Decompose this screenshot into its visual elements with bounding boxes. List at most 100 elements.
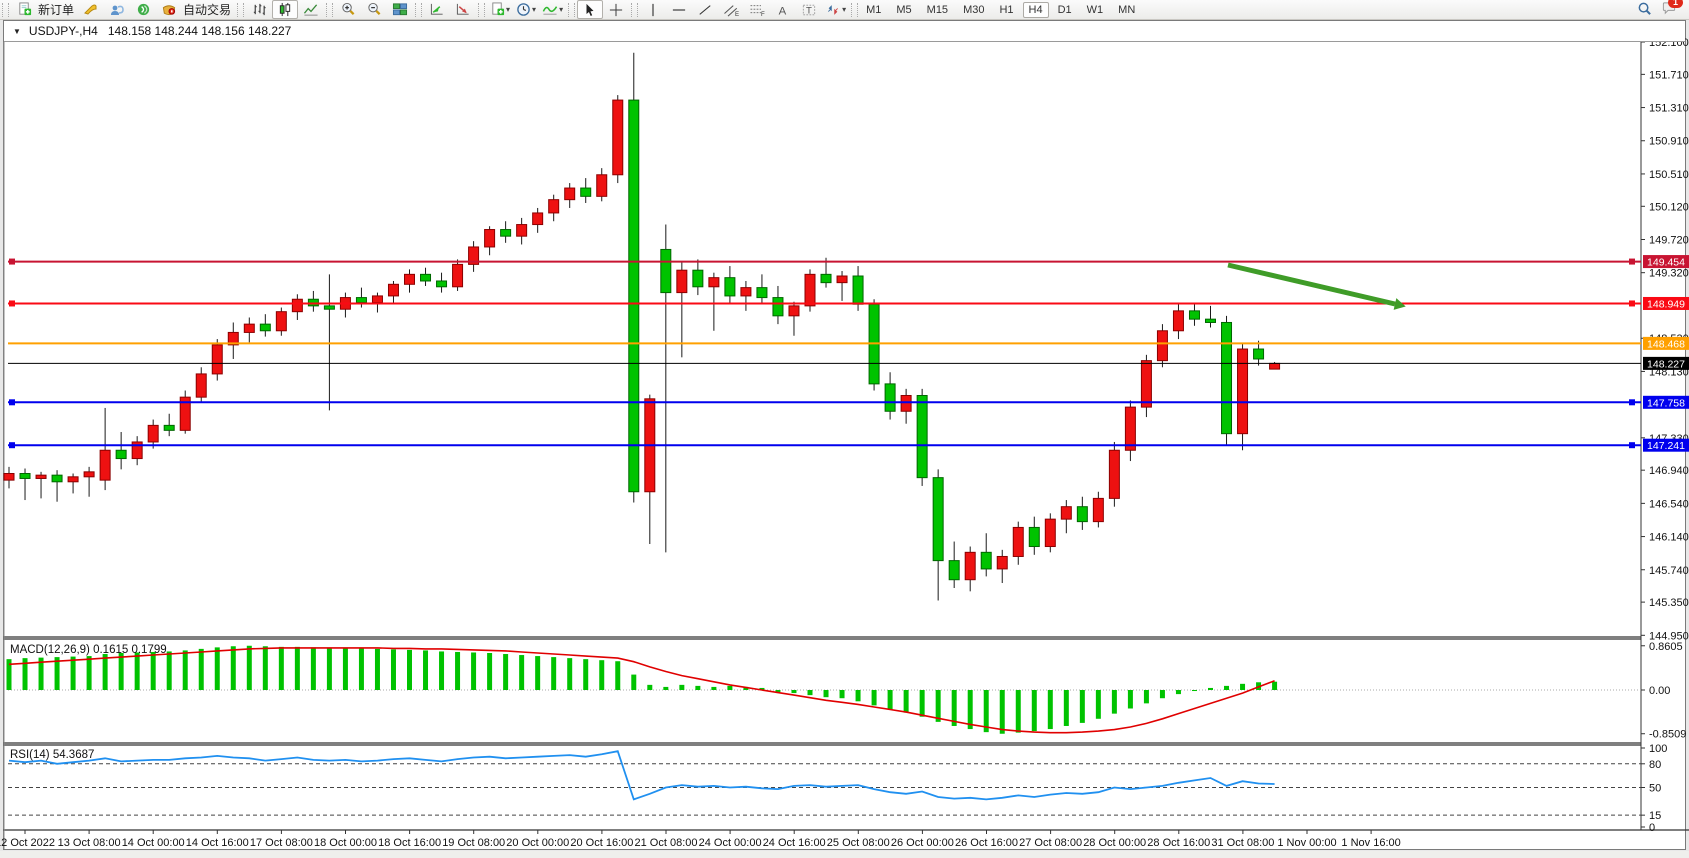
toolbar-grip[interactable] <box>568 2 576 17</box>
price-tick-label: 144.950 <box>1649 630 1689 642</box>
candle <box>452 263 464 288</box>
text-button[interactable]: A <box>770 0 796 19</box>
candle <box>1076 506 1088 523</box>
zoom-out-button[interactable] <box>361 0 387 19</box>
timeframe-d1-button[interactable]: D1 <box>1057 3 1072 16</box>
notification-badge: 1 <box>1668 0 1683 8</box>
timeframe-w1-button[interactable]: W1 <box>1086 3 1104 16</box>
periods-button[interactable]: ▾ <box>513 0 539 19</box>
toolbar-grip[interactable] <box>478 2 486 17</box>
candle <box>67 476 79 483</box>
line-handle[interactable] <box>9 300 15 307</box>
candle <box>468 246 480 265</box>
candle <box>564 187 576 201</box>
price-label-box <box>1643 336 1689 350</box>
bar-chart-button[interactable] <box>246 0 272 19</box>
timeframe-mn-button[interactable]: MN <box>1118 3 1136 16</box>
timeframe-m15-button[interactable]: M15 <box>926 3 949 16</box>
chart-ohlc-values: 148.158 148.244 148.156 148.227 <box>107 24 292 38</box>
fibonacci-button[interactable]: F <box>744 0 770 19</box>
crosshair-icon <box>609 3 623 16</box>
candle <box>275 311 287 332</box>
crosshair-button[interactable] <box>603 0 629 19</box>
equidistant-channel-button[interactable]: E <box>718 0 744 19</box>
window-menu-icon[interactable]: ▼ <box>13 26 21 36</box>
candle <box>115 449 127 460</box>
candle <box>404 273 415 285</box>
line-handle[interactable] <box>1629 258 1635 265</box>
search-button[interactable] <box>1631 0 1657 19</box>
toolbar-grip[interactable] <box>851 2 859 17</box>
new-template-button[interactable]: ▾ <box>487 0 513 19</box>
zoom-in-button[interactable] <box>335 0 361 19</box>
arrows-icon <box>828 4 839 15</box>
timeframe-m1-button[interactable]: M1 <box>866 3 882 16</box>
arrows-button[interactable]: ▾ <box>822 0 849 19</box>
line-handle[interactable] <box>1629 442 1635 449</box>
chart-window <box>3 20 1686 850</box>
trendline-button[interactable] <box>692 0 718 19</box>
text-label-icon: T <box>802 4 816 16</box>
clock-icon <box>517 3 530 16</box>
time-tick-label: 28 Oct 00:00 <box>1083 837 1146 849</box>
time-tick-label: 25 Oct 08:00 <box>827 837 890 849</box>
line-chart-icon <box>303 4 318 16</box>
time-tick-label: 26 Oct 16:00 <box>955 837 1018 849</box>
trend-arrow-annotation[interactable] <box>1227 262 1396 307</box>
cursor-button[interactable] <box>577 0 604 19</box>
market-watch-button[interactable] <box>78 0 104 19</box>
candle <box>195 373 207 398</box>
toolbar-grip[interactable] <box>237 2 245 17</box>
line-chart-button[interactable] <box>298 0 324 19</box>
auto-trading-label[interactable]: 自动交易 <box>183 3 232 17</box>
line-handle[interactable] <box>9 399 15 406</box>
timeframe-h1-button[interactable]: H1 <box>999 3 1014 16</box>
auto-trading-button[interactable] <box>156 0 182 19</box>
macd-tick-label: 0.8605 <box>1649 641 1683 653</box>
line-handle[interactable] <box>1629 300 1635 307</box>
navigator-button[interactable] <box>104 0 130 19</box>
indicators-button[interactable]: ▾ <box>539 0 566 19</box>
line-handle[interactable] <box>9 258 15 265</box>
new-order-button[interactable] <box>11 0 37 19</box>
rsi-tick-label: 15 <box>1649 810 1661 822</box>
indicators-window-down-button[interactable] <box>450 0 476 19</box>
candle <box>772 297 784 317</box>
horizontal-line-icon <box>672 8 686 11</box>
new-order-label[interactable]: 新订单 <box>38 3 75 17</box>
toolbar-grip[interactable] <box>2 2 9 17</box>
tile-windows-icon <box>393 3 408 16</box>
timeframe-m5-button[interactable]: M5 <box>896 3 912 16</box>
text-label-button[interactable]: T <box>796 0 822 19</box>
candlestick-chart-button[interactable] <box>272 0 299 19</box>
vertical-line-button[interactable] <box>640 0 666 19</box>
candle <box>804 273 816 307</box>
toolbar-grip[interactable] <box>415 2 423 17</box>
notifications-button[interactable]: 1 <box>1661 0 1683 19</box>
price-tick-label: 149.720 <box>1649 234 1689 246</box>
line-handle[interactable] <box>9 442 15 449</box>
candle <box>612 99 624 176</box>
timeframe-h4-button[interactable]: H4 <box>1022 1 1049 18</box>
indicators-window-up-button[interactable] <box>424 0 450 19</box>
candle <box>323 305 335 310</box>
candle <box>99 449 111 481</box>
time-tick-label: 18 Oct 00:00 <box>314 837 377 849</box>
timeframe-m30-button[interactable]: M30 <box>963 3 985 16</box>
horizontal-line-button[interactable] <box>666 0 692 19</box>
macd-indicator-label: MACD(12,26,9) 0.1615 0.1799 <box>10 644 167 656</box>
trend-arrow-head[interactable] <box>1393 298 1406 310</box>
signals-button[interactable] <box>130 0 156 19</box>
candle <box>484 229 496 248</box>
candle <box>436 280 448 288</box>
price-label-text: 147.241 <box>1647 440 1685 452</box>
toolbar-grip[interactable] <box>631 2 639 17</box>
line-handle[interactable] <box>1629 399 1635 406</box>
candle <box>516 224 528 237</box>
price-tick-label: 149.320 <box>1649 268 1689 280</box>
toolbar-grip[interactable] <box>326 2 334 17</box>
candle <box>3 472 15 481</box>
time-tick-label: 17 Oct 08:00 <box>250 837 313 849</box>
tile-windows-button[interactable] <box>387 0 413 19</box>
